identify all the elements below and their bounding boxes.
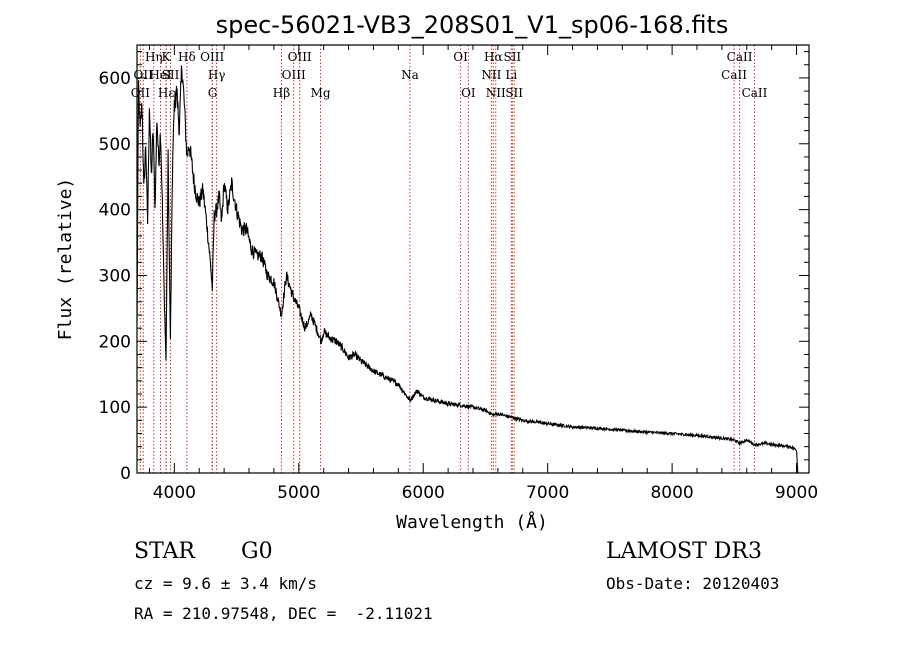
survey-name: LAMOST DR3 [606,539,762,564]
spectral-line-label: OIII [288,50,312,64]
spectral-line-label: K [162,50,172,64]
spectral-line-label: OII [134,68,154,82]
object-class: STAR [134,539,195,564]
object-subclass: G0 [241,539,273,564]
spectrum-series-line [136,65,799,474]
x-axis-label: Wavelength (Å) [396,511,548,533]
spectral-line-label: OI [453,50,468,64]
spectral-line-label: NII [486,86,506,100]
plot-frame [136,44,810,474]
x-tick-label: 7000 [526,483,569,503]
spectral-line-label: OII [131,86,151,100]
y-tick-label: 200 [99,332,131,352]
y-tick-label: 300 [99,266,131,286]
spectral-line-label: Hε [158,86,175,100]
spectral-line-label: SII [162,68,180,82]
spectral-line-label: OIII [282,68,306,82]
x-tick-label: 4000 [153,483,196,503]
coordinates: RA = 210.97548, DEC = -2.11021 [134,604,433,623]
y-tick-label: 400 [99,201,131,221]
spectral-line-label: CaII [742,86,768,100]
y-axis-label: Flux (relative) [55,178,76,341]
y-tick-label: 500 [99,135,131,155]
x-tick-label: 8000 [650,483,693,503]
y-tick-labels: 0 100 200 300 400 500 600 [99,69,131,484]
spectral-line-label: Li [505,68,517,82]
x-tick-labels: 4000 5000 6000 7000 8000 9000 [153,483,818,503]
spectral-line-label: OIII [200,50,224,64]
spectral-line-label: Hδ [178,50,196,64]
x-tick-label: 6000 [402,483,445,503]
axis-ticks [137,45,809,474]
spectral-line-labels: OII OII Hη HeI K Hε SII Hδ OIII G Hγ Hβ OIII OIII Mg Na… [131,50,768,100]
chart-title: spec-56021-VB3_208S01_V1_sp06-168.fits [216,11,729,39]
spectral-line-label: OI [461,86,476,100]
y-tick-label: 600 [99,69,131,89]
spectral-line-label: Mg [311,86,331,100]
spectral-line-label: Hγ [208,68,226,82]
x-tick-label: 9000 [775,483,818,503]
x-tick-label: 5000 [277,483,320,503]
spectral-line-label: HeI [149,68,172,82]
observation-date: Obs-Date: 20120403 [606,574,780,593]
y-tick-label: 0 [120,464,131,484]
spectral-line-label: NII [481,68,501,82]
spectral-line-label: SII [505,86,523,100]
spectral-line-label: CaII [721,68,747,82]
spectral-line-label: Hη [145,50,163,64]
spectral-line-label: Na [401,68,419,82]
spectral-line-label: CaII [727,50,753,64]
y-tick-label: 100 [99,398,131,418]
spectral-line-label: Hα [484,50,503,64]
spectral-line-markers [139,45,755,473]
spectral-line-label: Hβ [273,86,290,100]
spectral-line-label: SII [503,50,521,64]
spectral-line-label: G [208,86,218,100]
redshift-cz: cz = 9.6 ± 3.4 km/s [134,574,318,593]
